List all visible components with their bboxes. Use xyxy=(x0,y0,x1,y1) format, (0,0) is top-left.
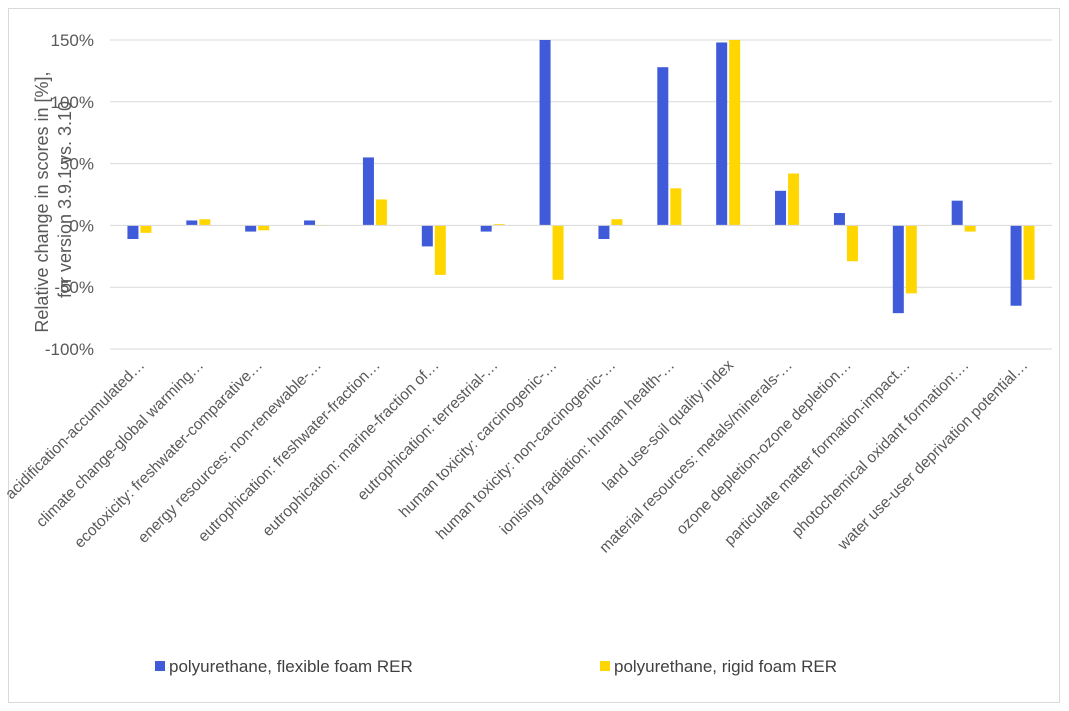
bar xyxy=(729,40,740,225)
bar xyxy=(199,219,210,225)
y-axis-title-line-1: Relative change in scores in [%], xyxy=(32,71,52,332)
bar xyxy=(127,225,138,239)
bar xyxy=(258,225,269,230)
legend-swatch xyxy=(600,661,610,671)
bar xyxy=(788,173,799,225)
bar xyxy=(1024,225,1035,279)
bar xyxy=(245,225,256,231)
legend-swatch xyxy=(155,661,165,671)
category-labels: acidification-accumulated…climate change… xyxy=(2,357,1031,557)
bar xyxy=(598,225,609,239)
bar xyxy=(670,188,681,225)
y-tick-label: 150% xyxy=(51,31,94,50)
bar xyxy=(657,67,668,225)
bar xyxy=(140,225,151,232)
legend-label: polyurethane, rigid foam RER xyxy=(614,657,837,676)
gridlines xyxy=(110,40,1052,349)
bar xyxy=(716,42,727,225)
bar xyxy=(952,201,963,226)
bar xyxy=(304,220,315,225)
legend: polyurethane, flexible foam RER polyureth… xyxy=(155,657,837,676)
bar xyxy=(481,225,492,231)
bar xyxy=(435,225,446,274)
bar xyxy=(376,199,387,225)
bar xyxy=(847,225,858,261)
bar xyxy=(906,225,917,293)
bar xyxy=(611,219,622,225)
legend-label: polyurethane, flexible foam RER xyxy=(169,657,413,676)
bar xyxy=(1011,225,1022,305)
bars xyxy=(127,40,1034,313)
bar xyxy=(422,225,433,246)
bar xyxy=(363,157,374,225)
y-axis-title-line-2: for version 3.9.1 vs. 3.10 xyxy=(55,101,75,298)
bar xyxy=(834,213,845,225)
bar xyxy=(540,40,551,225)
y-tick-label: -100% xyxy=(45,340,94,359)
bar xyxy=(186,220,197,225)
bar xyxy=(775,191,786,226)
bar xyxy=(893,225,904,313)
bar xyxy=(553,225,564,279)
bar xyxy=(965,225,976,231)
